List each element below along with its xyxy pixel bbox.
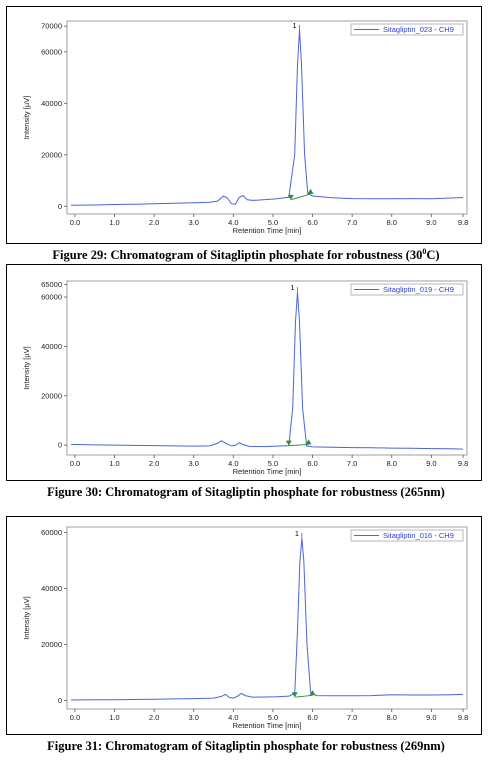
peak-end-marker xyxy=(305,439,312,445)
peak-end-marker xyxy=(309,690,316,696)
x-tick-label: 3.0 xyxy=(189,713,199,722)
figure-caption-30: Figure 30: Chromatogram of Sitagliptin p… xyxy=(47,485,445,499)
figure-caption-31: Figure 31: Chromatogram of Sitagliptin p… xyxy=(47,739,445,753)
y-tick-label: 70000 xyxy=(41,22,62,31)
x-tick-label: 1.0 xyxy=(109,218,119,227)
x-tick-label: 9.0 xyxy=(426,459,436,468)
chromatogram-panel-3: 0.0 1.0 2.0 3.0 4.0 5.0 6.0 7.0 8.0 9.0 9.8 0 20000 4… xyxy=(6,516,482,735)
x-tick-label: 0.0 xyxy=(70,218,80,227)
x-tick-label: 8.0 xyxy=(387,218,397,227)
y-tick-label: 0 xyxy=(58,202,62,211)
legend-entry: Sitagliptin_016 - CH9 xyxy=(383,531,454,540)
peak-start-marker xyxy=(291,692,298,698)
x-tick-label: 9.8 xyxy=(458,459,468,468)
chromatogram-panel-2: 0.0 1.0 2.0 3.0 4.0 5.0 6.0 7.0 8.0 9.0 9.8 0 20000 4… xyxy=(6,264,482,481)
legend-entry: Sitagliptin_019 - CH9 xyxy=(383,285,454,294)
y-axis-label: Intensity [µV] xyxy=(22,96,31,140)
peak-baseline xyxy=(294,694,313,698)
y-tick-label: 20000 xyxy=(41,391,62,400)
x-tick-label: 3.0 xyxy=(189,218,199,227)
figure-caption-29: Figure 29: Chromatogram of Sitagliptin p… xyxy=(52,247,440,263)
x-tick-label: 2.0 xyxy=(149,459,159,468)
x-tick-label: 3.0 xyxy=(189,459,199,468)
x-tick-label: 8.0 xyxy=(387,713,397,722)
x-axis-label: Retention Time [min] xyxy=(233,467,302,476)
legend-box xyxy=(350,529,464,542)
y-tick-label: 60000 xyxy=(41,293,62,302)
peak-number-label: 1 xyxy=(295,531,299,538)
x-tick-label: 4.0 xyxy=(228,713,238,722)
series-line xyxy=(70,29,464,206)
series-line xyxy=(70,538,464,701)
legend-box xyxy=(350,283,464,296)
x-tick-label: 0.0 xyxy=(70,713,80,722)
x-tick-label: 5.0 xyxy=(268,218,278,227)
plot-frame xyxy=(66,20,468,215)
y-tick-label: 20000 xyxy=(41,150,62,159)
x-tick-label: 0.0 xyxy=(70,459,80,468)
plot-frame xyxy=(66,280,468,456)
x-tick-label: 5.0 xyxy=(268,459,278,468)
peak-start-marker xyxy=(285,440,292,446)
peak-baseline xyxy=(290,193,311,201)
y-axis-label: Intensity [µV] xyxy=(22,596,31,640)
peak-number-label: 1 xyxy=(293,23,297,30)
x-tick-label: 2.0 xyxy=(149,713,159,722)
x-tick-label: 6.0 xyxy=(307,713,317,722)
legend-box xyxy=(350,23,464,36)
x-axis-label: Retention Time [min] xyxy=(233,721,302,730)
chromatogram-chart-3: 0.0 1.0 2.0 3.0 4.0 5.0 6.0 7.0 8.0 9.0 9.8 0 20000 4… xyxy=(22,526,468,730)
y-tick-label: 65000 xyxy=(41,280,62,289)
x-tick-label: 6.0 xyxy=(307,218,317,227)
y-tick-label: 40000 xyxy=(41,99,62,108)
chromatogram-chart-2: 0.0 1.0 2.0 3.0 4.0 5.0 6.0 7.0 8.0 9.0 9.8 0 20000 4… xyxy=(22,280,468,476)
x-tick-label: 9.8 xyxy=(458,713,468,722)
x-tick-label: 1.0 xyxy=(109,459,119,468)
x-tick-label: 7.0 xyxy=(347,218,357,227)
y-tick-label: 40000 xyxy=(41,342,62,351)
x-tick-label: 7.0 xyxy=(347,713,357,722)
y-tick-label: 0 xyxy=(58,441,62,450)
chromatogram-chart-1: 0.0 1.0 2.0 3.0 4.0 5.0 6.0 7.0 8.0 9.0 9.8 0 20000 4… xyxy=(22,20,468,235)
legend-entry: Sitagliptin_023 - CH9 xyxy=(383,25,454,34)
x-tick-label: 2.0 xyxy=(149,218,159,227)
y-axis-label: Intensity [µV] xyxy=(22,346,31,390)
y-tick-label: 0 xyxy=(58,696,62,705)
plot-frame xyxy=(66,526,468,710)
y-tick-label: 60000 xyxy=(41,47,62,56)
x-tick-label: 8.0 xyxy=(387,459,397,468)
y-tick-label: 60000 xyxy=(41,528,62,537)
y-tick-label: 40000 xyxy=(41,584,62,593)
peak-baseline xyxy=(288,443,309,447)
x-tick-label: 7.0 xyxy=(347,459,357,468)
x-tick-label: 9.0 xyxy=(426,713,436,722)
x-tick-label: 6.0 xyxy=(307,459,317,468)
y-tick-label: 20000 xyxy=(41,640,62,649)
x-tick-label: 9.0 xyxy=(426,218,436,227)
x-tick-label: 1.0 xyxy=(109,713,119,722)
peak-end-marker xyxy=(307,188,314,194)
x-tick-label: 5.0 xyxy=(268,713,278,722)
x-tick-label: 4.0 xyxy=(228,218,238,227)
x-tick-label: 4.0 xyxy=(228,459,238,468)
x-tick-label: 9.8 xyxy=(458,218,468,227)
peak-number-label: 1 xyxy=(291,285,295,292)
series-line xyxy=(70,292,464,450)
peak-start-marker xyxy=(287,194,294,200)
chromatogram-panel-1: 0.0 1.0 2.0 3.0 4.0 5.0 6.0 7.0 8.0 9.0 9.8 0 20000 4… xyxy=(6,6,482,244)
x-axis-label: Retention Time [min] xyxy=(233,226,302,235)
